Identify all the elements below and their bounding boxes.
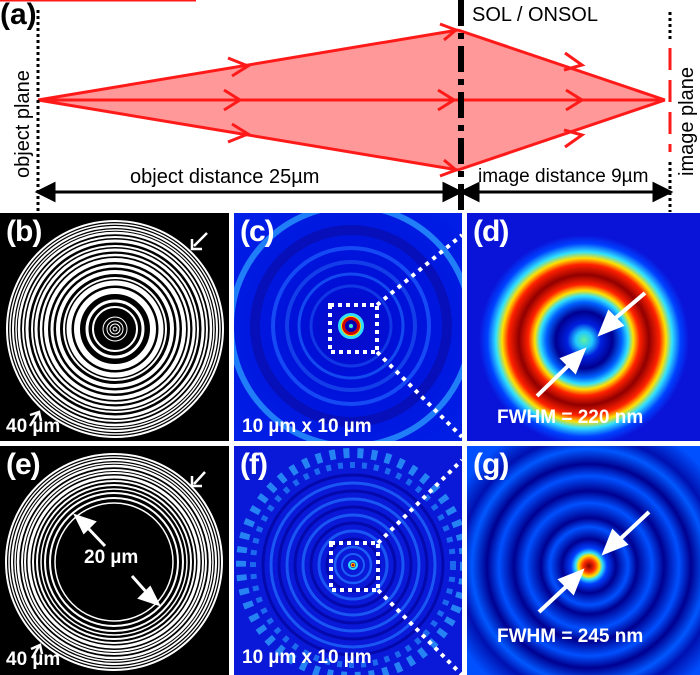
lens-label: SOL / ONSOL (472, 4, 598, 26)
outer-ring-arrow-e (190, 471, 206, 488)
panel-g-fwhm-label: FWHM = 245 nm (497, 626, 644, 647)
panel-b-sol-mask: (b) 40 µm (0, 213, 229, 441)
panel-b-scale-label: 40 µm (6, 416, 61, 437)
panel-g-label: (g) (473, 448, 509, 481)
zone-plate-b (6, 220, 224, 438)
object-plane-label: object plane (12, 70, 34, 178)
zoom-line-bottom-c (375, 350, 462, 439)
object-distance-label: object distance 25µm (130, 166, 320, 188)
panel-f-label: (f) (240, 448, 268, 481)
panel-c-sol-intensity: (c) 10 µm x 10 µm (234, 213, 462, 441)
image-plane-label: image plane (676, 67, 698, 176)
intensity-map-f (236, 448, 462, 675)
focal-spot-g (467, 446, 700, 675)
inner-diameter-arrows (73, 513, 161, 607)
light-rays (0, 0, 666, 178)
zoom-line-top-f (376, 458, 462, 545)
panel-a-label: (a) (0, 0, 37, 31)
panel-c-label: (c) (240, 215, 275, 248)
image-distance-label: image distance 9µm (478, 166, 649, 187)
scale-arrow (28, 410, 43, 427)
panel-c-field-label: 10 µm x 10 µm (242, 416, 372, 437)
panel-e-inner-label: 20 µm (84, 547, 139, 568)
focal-spot-d (467, 213, 700, 441)
zone-plate-e (5, 453, 223, 671)
optical-schematic-svg (0, 0, 674, 212)
panel-g-onsol-focal-spot: (g) FWHM = 245 nm (467, 446, 700, 675)
fwhm-arrows-g (537, 510, 651, 614)
zoom-line-top-c (375, 233, 462, 307)
panel-d-label: (d) (473, 215, 509, 248)
intensity-map-c (234, 213, 462, 441)
zoom-line-bottom-f (376, 588, 462, 675)
panel-e-scale-label: 40 µm (6, 649, 61, 670)
distance-arrows (34, 181, 674, 203)
fwhm-arrows-d (535, 291, 647, 398)
panel-f-field-label: 10 µm x 10 µm (242, 647, 372, 668)
panel-f-onsol-intensity: (f) 10 µm x 10 µm (234, 446, 462, 675)
panel-a-schematic: (a) SOL / ONSOL object distance 25µm ima… (0, 0, 700, 212)
outer-ring-arrow (190, 232, 208, 251)
scale-arrow-e (30, 643, 44, 659)
panel-d-sol-focal-spot: (d) FWHM = 220 nm (467, 213, 700, 441)
panel-e-onsol-mask: (e) 20 µm 40 µm (0, 446, 229, 675)
panel-d-fwhm-label: FWHM = 220 nm (497, 407, 644, 428)
panel-b-label: (b) (6, 215, 42, 248)
panel-e-label: (e) (6, 448, 41, 481)
